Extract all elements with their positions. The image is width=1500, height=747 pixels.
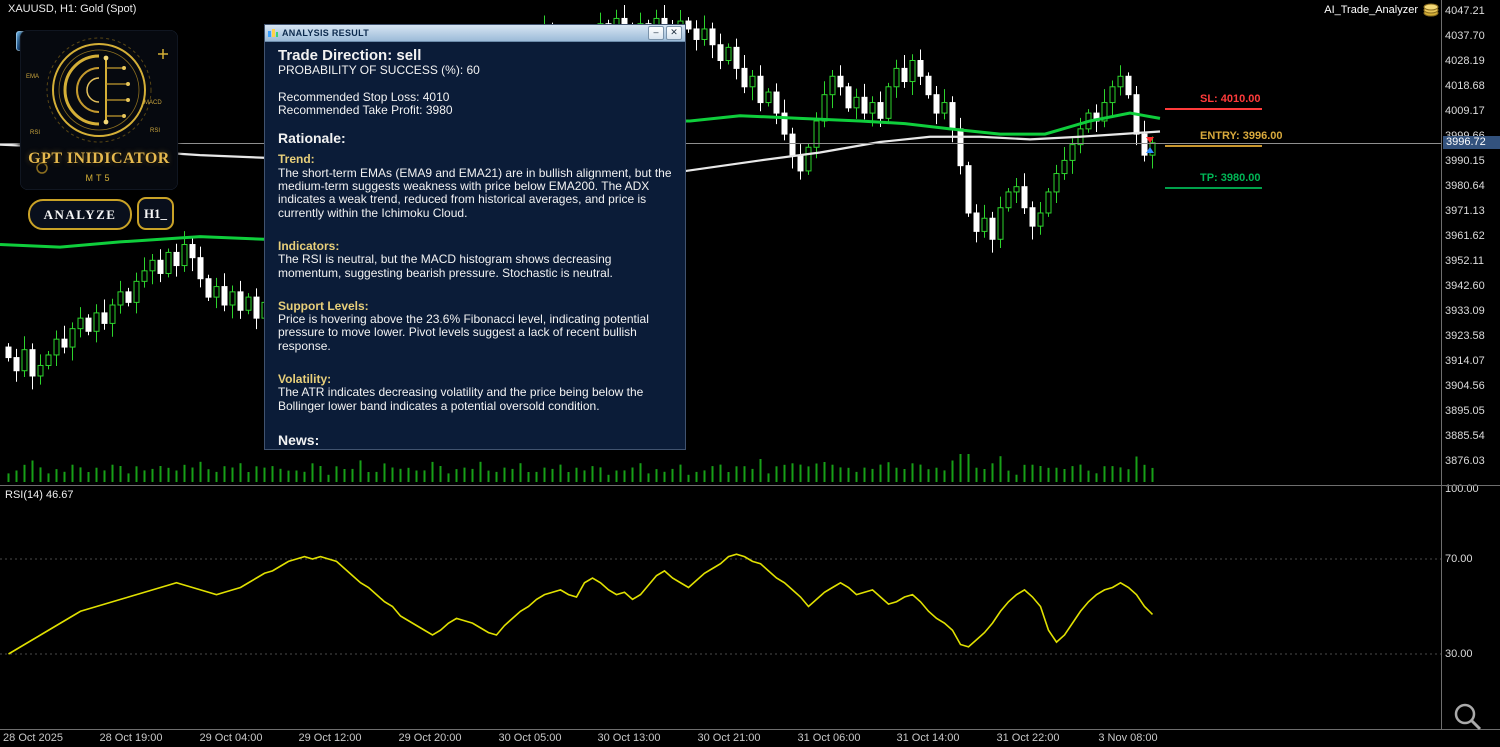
recommended-take-profit: Recommended Take Profit: 3980 <box>278 102 453 117</box>
recommended-stop-loss: Recommended Stop Loss: 4010 <box>278 89 450 104</box>
analysis-panel-title: ANALYSIS RESULT <box>282 28 370 38</box>
news-text: Economic data indicates no growth, which… <box>278 448 673 449</box>
rsi-indicator-label: RSI(14) 46.67 <box>5 489 74 501</box>
stop-loss-label: SL: 4010.00 <box>1200 92 1261 105</box>
price-axis-separator <box>1441 0 1442 729</box>
entry-line[interactable] <box>1165 144 1262 147</box>
rationale-section-indicators: Indicators: The RSI is neutral, but the … <box>278 238 673 280</box>
price-axis-label: 3980.64 <box>1445 179 1485 192</box>
analysis-panel-body: Trade Direction: sell PROBABILITY OF SUC… <box>265 42 685 449</box>
svg-text:RSI: RSI <box>150 128 160 134</box>
analyze-button[interactable]: ANALYZE <box>28 199 132 230</box>
price-axis-label: 3942.60 <box>1445 279 1485 292</box>
price-axis-label: 3914.07 <box>1445 354 1485 367</box>
logo-art: EMA RSI MACD RSI <box>20 30 178 190</box>
news-heading: News: <box>278 431 320 448</box>
price-axis-label: 3971.13 <box>1445 204 1485 217</box>
volume-bars <box>7 454 1154 482</box>
svg-text:MACD: MACD <box>144 100 162 106</box>
indicator-name-label: AI_Trade_Analyzer <box>1324 4 1418 16</box>
probability: PROBABILITY OF SUCCESS (%): 60 <box>278 63 480 78</box>
section-heading: Trend: <box>278 152 315 167</box>
svg-text:RSI: RSI <box>30 130 40 136</box>
price-axis-label: 3933.09 <box>1445 304 1485 317</box>
price-axis-label: 3952.11 <box>1445 254 1484 267</box>
logo-title: GPT INIDICATOR <box>28 150 170 167</box>
analysis-result-panel: ANALYSIS RESULT – ✕ Trade Direction: sel… <box>264 24 686 450</box>
section-text: Price is hovering above the 23.6% Fibona… <box>278 312 649 353</box>
price-axis-label: 4028.19 <box>1445 54 1485 67</box>
price-axis-label: 3923.58 <box>1445 329 1485 342</box>
section-text: The RSI is neutral, but the MACD histogr… <box>278 252 613 280</box>
bid-price-badge: 3996.72 <box>1443 136 1500 150</box>
price-axis[interactable]: 3996.72 4047.21 4037.70 4028.19 4018.68 4009… <box>1443 0 1500 729</box>
time-axis-label: 3 Nov 08:00 <box>1098 732 1158 744</box>
time-axis-label: 28 Oct 2025 <box>3 732 63 744</box>
rsi-axis-label: 100.00 <box>1445 483 1479 495</box>
price-axis-label: 3885.54 <box>1445 429 1485 442</box>
entry-label: ENTRY: 3996.00 <box>1200 129 1283 142</box>
price-axis-label: 4047.21 <box>1445 4 1485 17</box>
rsi-axis-label: 30.00 <box>1445 648 1473 660</box>
price-axis-label: 4037.70 <box>1445 29 1485 42</box>
time-axis-label: 28 Oct 19:00 <box>99 732 163 744</box>
bid-price-line <box>0 142 1441 144</box>
section-heading: Volatility: <box>278 372 332 387</box>
time-axis-label: 29 Oct 12:00 <box>298 732 362 744</box>
timeframe-button[interactable]: H1_ <box>137 197 174 230</box>
time-axis-label: 31 Oct 14:00 <box>896 732 960 744</box>
time-axis-label: 31 Oct 06:00 <box>797 732 861 744</box>
stop-loss-line[interactable] <box>1165 107 1262 110</box>
section-heading: Indicators: <box>278 238 340 253</box>
rsi-axis-label: 70.00 <box>1445 553 1473 565</box>
analysis-panel-header[interactable]: ANALYSIS RESULT – ✕ <box>265 25 685 42</box>
section-heading: Support Levels: <box>278 298 369 313</box>
time-axis-label: 31 Oct 22:00 <box>996 732 1060 744</box>
chart-rsi-separator[interactable] <box>0 485 1500 486</box>
price-axis-label: 3961.62 <box>1445 229 1485 242</box>
price-axis-label: 3904.56 <box>1445 379 1485 392</box>
time-axis[interactable]: 28 Oct 2025 28 Oct 19:00 29 Oct 04:00 29 Oc… <box>0 730 1440 747</box>
rationale-section-trend: Trend: The short-term EMAs (EMA9 and EMA… <box>278 152 673 220</box>
rationale-section-volatility: Volatility: The ATR indicates decreasing… <box>278 372 673 413</box>
section-text: The ATR indicates decreasing volatility … <box>278 385 644 413</box>
coins-icon <box>1423 3 1439 17</box>
rationale-section-support: Support Levels: Price is hovering above … <box>278 298 673 353</box>
analysis-result-icon <box>268 29 278 37</box>
time-axis-label: 29 Oct 04:00 <box>199 732 263 744</box>
take-profit-label: TP: 3980.00 <box>1200 171 1261 184</box>
rationale-heading: Rationale: <box>278 130 346 147</box>
ema-slow-line <box>0 130 1161 173</box>
trade-direction: Trade Direction: sell <box>278 47 422 64</box>
section-text: The short-term EMAs (EMA9 and EMA21) are… <box>278 165 672 220</box>
time-axis-label: 30 Oct 05:00 <box>498 732 562 744</box>
magnifier-icon[interactable] <box>1452 701 1484 733</box>
svg-text:EMA: EMA <box>26 74 39 80</box>
symbol-title: XAUUSD, H1: Gold (Spot) <box>8 3 137 15</box>
close-icon[interactable]: ✕ <box>666 26 682 40</box>
minimize-icon[interactable]: – <box>648 26 664 40</box>
price-axis-label: 3895.05 <box>1445 404 1485 417</box>
time-axis-label: 30 Oct 13:00 <box>597 732 661 744</box>
price-axis-label: 4018.68 <box>1445 79 1485 92</box>
gpt-indicator-logo: EMA RSI MACD RSI GPT INIDICATOR MT5 <box>20 30 178 190</box>
time-axis-label: 30 Oct 21:00 <box>697 732 761 744</box>
time-axis-label: 29 Oct 20:00 <box>398 732 462 744</box>
price-axis-label: 4009.17 <box>1445 104 1485 117</box>
price-axis-label: 3990.15 <box>1445 154 1485 167</box>
rsi-timeaxis-separator <box>0 729 1500 730</box>
price-axis-label: 3876.03 <box>1445 454 1485 467</box>
indicator-name-area: AI_Trade_Analyzer <box>1324 3 1440 17</box>
take-profit-line[interactable] <box>1165 186 1262 189</box>
rsi-line <box>8 553 1154 655</box>
logo-subtitle: MT5 <box>85 173 113 183</box>
price-chart-canvas[interactable] <box>0 0 1441 485</box>
trade-marker-icon <box>1146 137 1154 153</box>
rsi-indicator-canvas[interactable] <box>0 487 1441 729</box>
ema-fast-line <box>0 111 1161 249</box>
